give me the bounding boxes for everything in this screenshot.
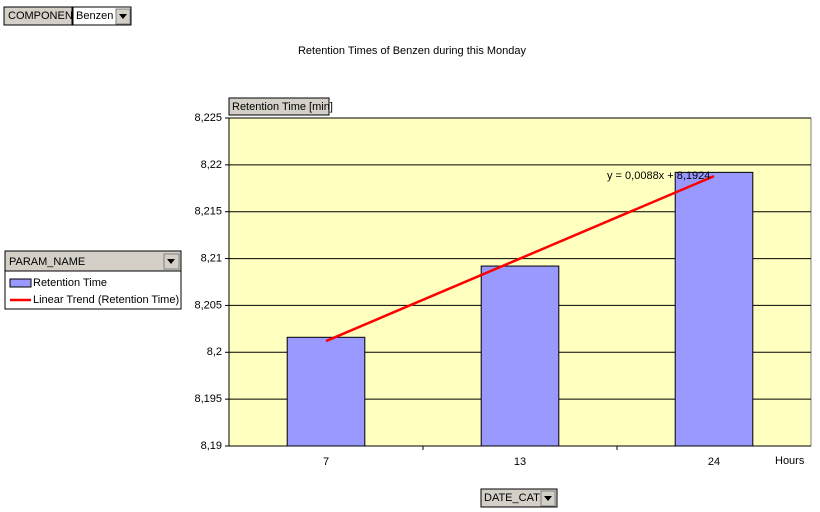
legend-label: Linear Trend (Retention Time) [33, 294, 179, 306]
chart-title: Retention Times of Benzen during this Mo… [298, 45, 527, 57]
x-tick-label: 7 [323, 456, 329, 468]
y-tick-label: 8,19 [201, 440, 222, 452]
filter-value: Benzen [76, 10, 113, 22]
y-tick-label: 8,195 [194, 393, 222, 405]
y-tick-label: 8,225 [194, 112, 222, 124]
trend-line [325, 174, 715, 343]
y-tick-label: 8,205 [194, 299, 222, 311]
legend-label: Retention Time [33, 277, 107, 289]
y-tick-label: 8,215 [194, 206, 222, 218]
filter-field-button[interactable] [3, 6, 73, 26]
category-field-name: DATE_CAT [484, 492, 540, 504]
y-tick-label: 8,22 [201, 159, 222, 171]
trendline-equation: y = 0,0088x + 8,1924 [607, 170, 710, 182]
dropdown-arrow [167, 259, 175, 264]
data-field-name: Retention Time [min] [232, 101, 333, 113]
bar [480, 265, 560, 447]
dropdown-arrow [119, 14, 127, 19]
bar [286, 336, 366, 447]
y-tick-label: 8,21 [201, 252, 222, 264]
x-axis-label: Hours [775, 455, 805, 467]
data-field-button[interactable] [228, 97, 330, 116]
legend-swatch [9, 278, 32, 288]
legend-title: PARAM_NAME [9, 256, 85, 268]
filter-field-name: COMPONENT [8, 10, 80, 22]
legend-field-button[interactable] [4, 250, 182, 272]
category-field-button[interactable] [480, 488, 558, 508]
dropdown-arrow [544, 496, 552, 501]
x-tick-label: 13 [514, 456, 526, 468]
bar [674, 171, 754, 447]
y-tick-label: 8,2 [207, 346, 222, 358]
x-tick-label: 24 [708, 456, 720, 468]
